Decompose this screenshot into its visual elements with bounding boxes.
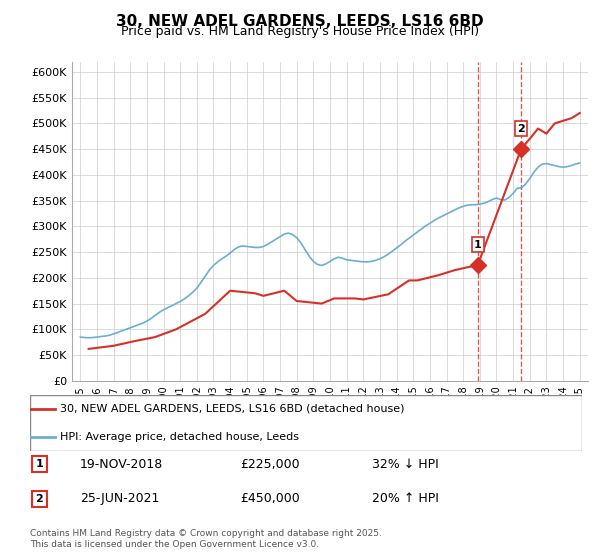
Text: 20% ↑ HPI: 20% ↑ HPI [372, 492, 439, 506]
Text: Contains HM Land Registry data © Crown copyright and database right 2025.
This d: Contains HM Land Registry data © Crown c… [30, 529, 382, 549]
Text: 30, NEW ADEL GARDENS, LEEDS, LS16 6BD (detached house): 30, NEW ADEL GARDENS, LEEDS, LS16 6BD (d… [61, 404, 405, 414]
Text: 30, NEW ADEL GARDENS, LEEDS, LS16 6BD: 30, NEW ADEL GARDENS, LEEDS, LS16 6BD [116, 14, 484, 29]
Text: 2: 2 [35, 494, 43, 504]
Text: 25-JUN-2021: 25-JUN-2021 [80, 492, 159, 506]
Text: 2: 2 [517, 124, 525, 134]
Text: 1: 1 [35, 459, 43, 469]
Text: £225,000: £225,000 [240, 458, 299, 470]
Text: 1: 1 [474, 240, 482, 250]
Text: 32% ↓ HPI: 32% ↓ HPI [372, 458, 439, 470]
Text: Price paid vs. HM Land Registry's House Price Index (HPI): Price paid vs. HM Land Registry's House … [121, 25, 479, 38]
Text: 19-NOV-2018: 19-NOV-2018 [80, 458, 163, 470]
Text: HPI: Average price, detached house, Leeds: HPI: Average price, detached house, Leed… [61, 432, 299, 442]
Text: £450,000: £450,000 [240, 492, 299, 506]
